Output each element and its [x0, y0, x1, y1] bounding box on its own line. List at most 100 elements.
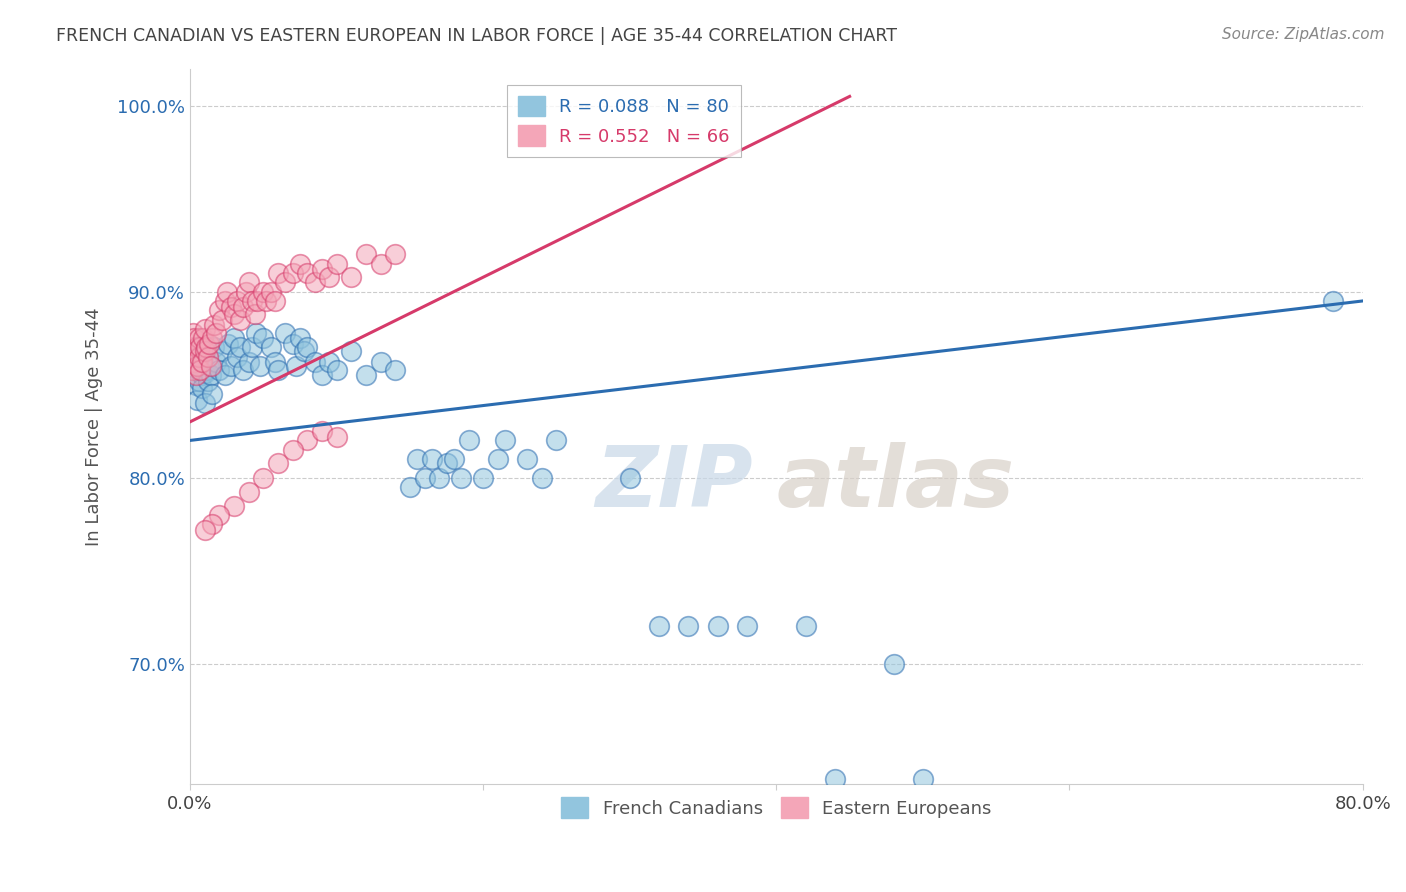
Point — [186, 341, 208, 355]
Point — [297, 266, 319, 280]
Point — [183, 363, 205, 377]
Point — [208, 363, 231, 377]
Point — [281, 336, 304, 351]
Point — [184, 368, 207, 383]
Point — [201, 331, 224, 345]
Point — [264, 293, 287, 308]
Point — [186, 392, 208, 407]
Point — [824, 772, 846, 786]
Point — [188, 341, 211, 355]
Point — [246, 293, 269, 308]
Point — [202, 341, 225, 355]
Text: Source: ZipAtlas.com: Source: ZipAtlas.com — [1222, 27, 1385, 42]
Point — [735, 619, 758, 633]
Text: atlas: atlas — [776, 442, 1015, 525]
Point — [211, 344, 233, 359]
Point — [267, 456, 290, 470]
Point — [325, 430, 347, 444]
Point — [187, 350, 209, 364]
Point — [214, 368, 236, 383]
Point — [197, 374, 219, 388]
Point — [245, 326, 267, 340]
Point — [229, 341, 252, 355]
Point — [264, 355, 287, 369]
Point — [194, 523, 217, 537]
Legend: French Canadians, Eastern Europeans: French Canadians, Eastern Europeans — [554, 790, 998, 825]
Point — [678, 619, 700, 633]
Point — [195, 341, 218, 355]
Point — [201, 387, 224, 401]
Point — [619, 470, 641, 484]
Point — [297, 434, 319, 448]
Point — [260, 341, 283, 355]
Point — [229, 312, 252, 326]
Point — [267, 363, 290, 377]
Point — [183, 341, 205, 355]
Point — [254, 293, 277, 308]
Point — [427, 470, 450, 484]
Point — [205, 326, 228, 340]
Point — [222, 499, 245, 513]
Point — [1322, 293, 1344, 308]
Point — [188, 350, 211, 364]
Point — [288, 257, 311, 271]
Point — [516, 452, 538, 467]
Point — [194, 367, 217, 381]
Point — [911, 772, 934, 786]
Point — [217, 336, 239, 351]
Point — [180, 363, 202, 377]
Point — [413, 470, 436, 484]
Point — [183, 355, 205, 369]
Point — [226, 350, 249, 364]
Point — [384, 363, 406, 377]
Point — [252, 470, 274, 484]
Point — [191, 368, 214, 383]
Point — [198, 336, 221, 351]
Point — [274, 326, 297, 340]
Point — [494, 434, 516, 448]
Point — [240, 341, 263, 355]
Point — [281, 266, 304, 280]
Point — [260, 285, 283, 299]
Point — [187, 331, 209, 345]
Point — [188, 359, 211, 373]
Point — [191, 381, 214, 395]
Point — [232, 363, 254, 377]
Point — [208, 508, 231, 522]
Point — [181, 326, 204, 340]
Point — [198, 359, 221, 373]
Text: ZIP: ZIP — [595, 442, 752, 525]
Point — [197, 350, 219, 364]
Point — [215, 285, 238, 299]
Point — [354, 247, 377, 261]
Point — [194, 322, 217, 336]
Point — [181, 341, 204, 355]
Point — [311, 368, 333, 383]
Point — [243, 307, 266, 321]
Point — [226, 293, 249, 308]
Y-axis label: In Labor Force | Age 35-44: In Labor Force | Age 35-44 — [86, 307, 103, 546]
Point — [222, 307, 245, 321]
Point — [450, 470, 472, 484]
Point — [284, 359, 307, 373]
Point — [252, 285, 274, 299]
Point — [186, 359, 208, 373]
Point — [184, 377, 207, 392]
Point — [420, 452, 443, 467]
Point — [354, 368, 377, 383]
Point — [183, 331, 205, 345]
Point — [384, 247, 406, 261]
Point — [194, 344, 217, 359]
Point — [292, 344, 315, 359]
Point — [200, 359, 222, 373]
Point — [472, 470, 495, 484]
Point — [648, 619, 671, 633]
Point — [238, 485, 260, 500]
Point — [274, 276, 297, 290]
Point — [340, 269, 363, 284]
Point — [486, 452, 509, 467]
Point — [187, 374, 209, 388]
Point — [297, 341, 319, 355]
Point — [184, 350, 207, 364]
Point — [340, 344, 363, 359]
